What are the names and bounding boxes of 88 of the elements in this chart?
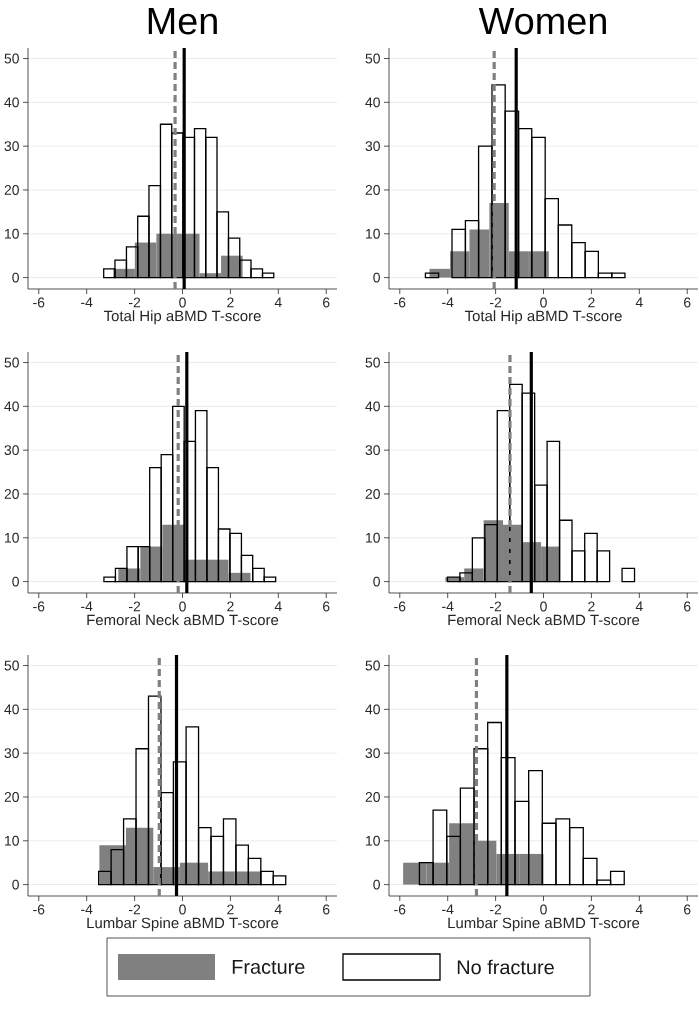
y-tick-label: 30 [4, 445, 19, 456]
x-tick-label: -4 [442, 904, 454, 915]
y-tick-label: 20 [365, 792, 380, 802]
y-tick-label: 30 [4, 141, 19, 152]
x-axis-title: Femoral Neck aBMD T-score [448, 614, 640, 626]
x-tick-label: -2 [129, 904, 141, 915]
x-tick-label: 2 [227, 904, 234, 915]
y-tick-label: 10 [366, 228, 380, 239]
x-tick-label: -4 [442, 297, 454, 308]
y-tick-label: 0 [373, 879, 380, 890]
y-tick-label: 0 [12, 576, 19, 587]
x-tick-label: 0 [540, 297, 547, 308]
x-tick-label: -6 [33, 601, 45, 612]
y-tick-label: 0 [373, 272, 380, 283]
x-tick-label: -6 [33, 297, 45, 308]
x-tick-label: -6 [394, 601, 406, 612]
x-tick-label: -2 [129, 297, 141, 308]
x-tick-label: -2 [129, 601, 141, 612]
y-tick-label: 20 [4, 792, 19, 802]
x-axis-title: Total Hip aBMD T-score [103, 310, 261, 325]
y-tick-label: 40 [4, 97, 19, 108]
x-tick-label: -6 [33, 904, 45, 915]
x-tick-label: 6 [323, 904, 330, 915]
legend-label: Fracture [232, 960, 305, 974]
x-tick-label: 0 [179, 297, 186, 308]
y-tick-label: 20 [4, 185, 19, 195]
x-tick-label: 0 [179, 601, 186, 612]
x-tick-label: 0 [540, 904, 547, 915]
y-tick-label: 0 [12, 272, 19, 283]
y-tick-label: 10 [366, 532, 380, 543]
x-tick-label: 4 [274, 297, 282, 308]
x-tick-label: -4 [81, 904, 93, 915]
x-tick-label: -4 [81, 601, 93, 612]
y-tick-label: 40 [4, 704, 19, 715]
y-tick-label: 40 [365, 97, 380, 108]
y-tick-label: 40 [365, 401, 380, 412]
x-tick-label: 6 [684, 601, 691, 612]
y-tick-label: 30 [365, 141, 380, 152]
y-tick-label: 50 [365, 53, 380, 64]
x-axis-title: Lumbar Spine aBMD T-score [87, 917, 279, 932]
y-tick-label: 50 [4, 660, 19, 671]
chart-title: Women [478, 8, 606, 35]
y-tick-label: 10 [5, 835, 19, 846]
y-tick-label: 30 [365, 445, 380, 456]
x-tick-label: 0 [179, 904, 186, 915]
y-tick-label: 50 [4, 357, 19, 368]
legend-label: No fracture [457, 959, 554, 975]
x-tick-label: 6 [684, 297, 691, 308]
x-tick-label: 4 [635, 904, 643, 915]
x-axis-title: Total Hip aBMD T-score [464, 310, 622, 325]
y-tick-label: 40 [365, 704, 380, 715]
x-tick-label: 6 [323, 297, 330, 308]
x-tick-label: -6 [394, 904, 406, 915]
y-tick-label: 20 [4, 489, 19, 499]
x-axis-title: Lumbar Spine aBMD T-score [448, 917, 640, 932]
x-tick-label: -2 [490, 297, 502, 308]
y-tick-label: 20 [365, 489, 380, 499]
x-tick-label: 4 [274, 904, 282, 915]
x-tick-label: -4 [442, 601, 454, 612]
x-tick-label: 4 [274, 601, 282, 612]
x-tick-label: -2 [490, 904, 502, 915]
x-tick-label: 2 [227, 297, 234, 308]
y-tick-label: 30 [4, 748, 19, 759]
x-axis-title: Femoral Neck aBMD T-score [87, 614, 279, 626]
y-tick-label: 50 [365, 660, 380, 671]
x-tick-label: 2 [588, 904, 595, 915]
x-tick-label: -2 [490, 601, 502, 612]
x-tick-label: 4 [635, 297, 643, 308]
y-tick-label: 10 [5, 228, 19, 239]
x-tick-label: -6 [394, 297, 406, 308]
x-tick-label: 2 [588, 601, 595, 612]
x-tick-label: 2 [227, 601, 234, 612]
y-tick-label: 0 [12, 879, 19, 890]
x-tick-label: 6 [684, 904, 691, 915]
y-tick-label: 30 [365, 748, 380, 759]
y-tick-label: 10 [5, 532, 19, 543]
x-tick-label: -4 [81, 297, 93, 308]
x-tick-label: 0 [540, 601, 547, 612]
x-tick-label: 2 [588, 297, 595, 308]
y-tick-label: 20 [365, 185, 380, 195]
x-tick-label: 4 [635, 601, 643, 612]
y-tick-label: 0 [373, 576, 380, 587]
chart-title: Men [148, 8, 217, 35]
x-tick-label: 6 [323, 601, 330, 612]
y-tick-label: 50 [365, 357, 380, 368]
y-tick-label: 50 [4, 53, 19, 64]
y-tick-label: 10 [366, 835, 380, 846]
y-tick-label: 40 [4, 401, 19, 412]
